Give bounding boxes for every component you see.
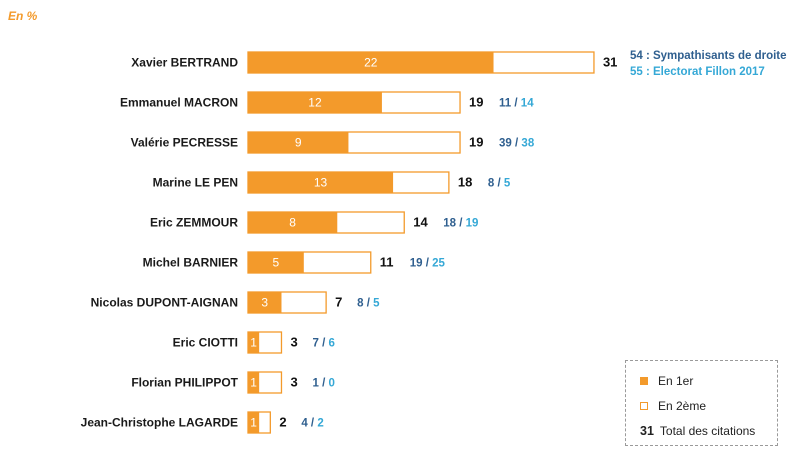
bar-first-value: 3 [261,296,268,310]
category-label: Eric CIOTTI [173,336,238,350]
bar-first-value: 8 [289,216,296,230]
bar-first-value: 1 [250,416,257,430]
sympathisants-value: 4 [301,418,308,430]
category-label: Florian PHILIPPOT [131,376,238,390]
bar-first [248,172,394,193]
legend-item-second: En 2ème [640,399,706,413]
separator: / [319,378,329,390]
sub-values: 1 / 0 [312,378,334,390]
category-label: Valérie PECRESSE [131,136,238,150]
bar-first-value: 9 [295,136,302,150]
fillon-value: 5 [504,178,511,190]
category-label: Emmanuel MACRON [120,96,238,110]
legend-total-value: 31 [640,424,654,438]
sympathisants-value: 19 [410,258,423,270]
legend-swatch-filled [640,377,648,385]
category-label: Jean-Christophe LAGARDE [81,416,238,430]
bar-first [248,332,260,353]
fillon-value: 38 [521,138,534,150]
fillon-value: 19 [466,218,479,230]
category-label: Xavier BERTRAND [131,56,238,70]
sub-values: 39 / 38 [499,138,535,150]
bar-first [248,292,282,313]
fillon-value: 5 [373,298,380,310]
total-value: 19 [469,95,483,110]
sympathisants-value: 7 [312,338,318,350]
bar-first [248,92,382,113]
annotation-fillon: 55 : Electorat Fillon 2017 [630,66,765,78]
legend-label-total: Total des citations [659,424,756,438]
total-value: 31 [603,55,617,70]
total-value: 2 [279,415,286,430]
sub-values: 4 / 2 [301,418,323,430]
bar-first-value: 12 [308,96,322,110]
sub-values: 8 / 5 [357,298,380,310]
fillon-value: 14 [521,98,534,110]
bar-first-value: 22 [364,56,378,70]
bar-first-value: 1 [250,376,257,390]
category-label: Michel BARNIER [143,256,239,270]
sympathisants-value: 1 [312,378,319,390]
separator: / [308,418,318,430]
legend-item-total: 31 Total des citations [640,424,755,438]
sympathisants-value: 8 [357,298,364,310]
bar-first [248,132,349,153]
bar-first-value: 5 [273,256,280,270]
sub-values: 19 / 25 [410,258,446,270]
legend: En 1er En 2ème 31 Total des citations [625,360,778,446]
fillon-value: 25 [432,258,445,270]
legend-label-first: En 1er [658,374,694,388]
sympathisants-value: 11 [499,98,512,110]
sub-values: 11 / 14 [499,98,534,110]
fillon-value: 2 [317,418,323,430]
sub-values: 18 / 19 [443,218,478,230]
bar-first [248,52,494,73]
separator: / [319,338,329,350]
separator: / [512,138,522,150]
unit-label: En % [8,9,38,23]
total-value: 19 [469,135,483,150]
total-value: 3 [290,335,297,350]
bar-first [248,372,260,393]
bar-first [248,412,260,433]
category-label: Marine LE PEN [153,176,238,190]
separator: / [423,258,433,270]
separator: / [456,218,466,230]
legend-item-first: En 1er [640,374,693,388]
bar-first-value: 13 [314,176,328,190]
total-value: 7 [335,295,342,310]
category-label: Eric ZEMMOUR [150,216,238,230]
fillon-value: 6 [328,338,334,350]
bar-first-value: 1 [250,336,257,350]
separator: / [511,98,521,110]
separator: / [494,178,504,190]
bar-first [248,212,338,233]
total-value: 18 [458,175,472,190]
legend-swatch-outline [640,402,648,410]
sympathisants-value: 18 [443,218,456,230]
separator: / [364,298,374,310]
total-value: 11 [380,255,394,270]
legend-label-second: En 2ème [658,399,707,413]
total-value: 14 [413,215,428,230]
bar-first [248,252,304,273]
fillon-value: 0 [328,378,334,390]
sub-values: 8 / 5 [488,178,511,190]
sympathisants-value: 8 [488,178,495,190]
total-value: 3 [290,375,297,390]
annotation-sympathisants: 54 : Sympathisants de droite [630,50,787,62]
category-label: Nicolas DUPONT-AIGNAN [91,296,238,310]
sympathisants-value: 39 [499,138,512,150]
sub-values: 7 / 6 [312,338,334,350]
